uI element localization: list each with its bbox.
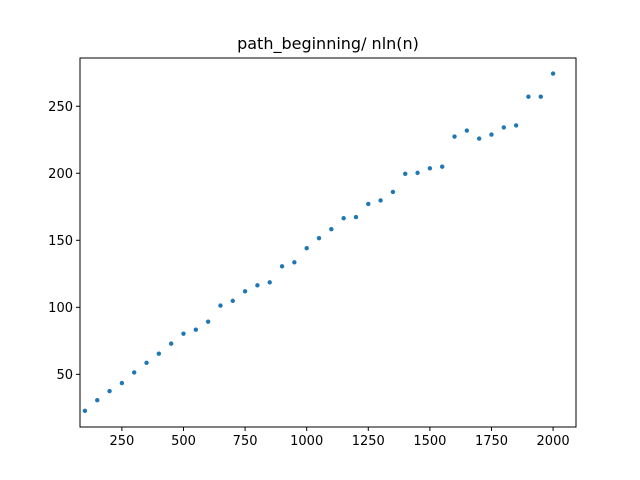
x-tick-label: 500 [171,434,196,449]
data-point [168,341,174,346]
data-point [218,303,223,308]
y-tick-label: 100 [48,301,73,316]
data-point [550,71,556,76]
data-point [501,125,507,130]
data-point [390,189,396,195]
y-tick-label: 50 [56,368,73,383]
plot-frame [79,57,577,428]
data-point [378,198,383,203]
data-point [132,370,137,375]
data-point [144,360,149,365]
data-point [230,298,235,304]
y-tick-label: 200 [48,167,73,182]
x-tick-label: 250 [109,434,134,449]
x-tick-label: 1000 [290,434,323,449]
data-point [82,408,88,413]
data-point [415,170,420,176]
data-point [403,171,408,177]
y-tick-label: 250 [48,100,73,115]
data-point [205,319,211,324]
data-point [181,331,186,336]
data-point [427,166,433,171]
data-point [107,388,112,394]
chart-title: path_beginning/ nln(n) [237,34,419,54]
data-point [267,280,272,285]
data-point [156,351,162,356]
data-point [452,134,457,139]
x-tick-label: 1750 [475,434,508,449]
data-point [193,327,199,332]
data-point [279,264,285,269]
x-tick-label: 750 [233,434,258,449]
x-tick-label: 1500 [413,434,446,449]
data-point [526,94,531,99]
x-tick-label: 1250 [352,434,385,449]
data-point [366,201,371,207]
data-point [464,128,470,133]
data-points [82,71,556,413]
data-point [119,380,125,386]
data-point [489,132,494,137]
y-axis: 50 100 150 200 250 [48,100,80,383]
data-point [292,260,297,265]
x-tick-label: 2000 [537,434,570,449]
data-point [440,164,445,169]
data-point [242,289,248,294]
y-tick-label: 150 [48,234,73,249]
data-point [476,136,482,141]
data-point [513,123,519,128]
data-point [316,235,322,241]
data-point [255,283,260,288]
x-axis: 250 500 750 1000 1250 1500 1750 2000 [109,427,570,449]
data-point [329,226,334,232]
data-point [538,94,543,99]
data-point [353,214,359,220]
data-point [304,245,309,251]
data-point [341,215,346,221]
data-point [95,397,100,403]
